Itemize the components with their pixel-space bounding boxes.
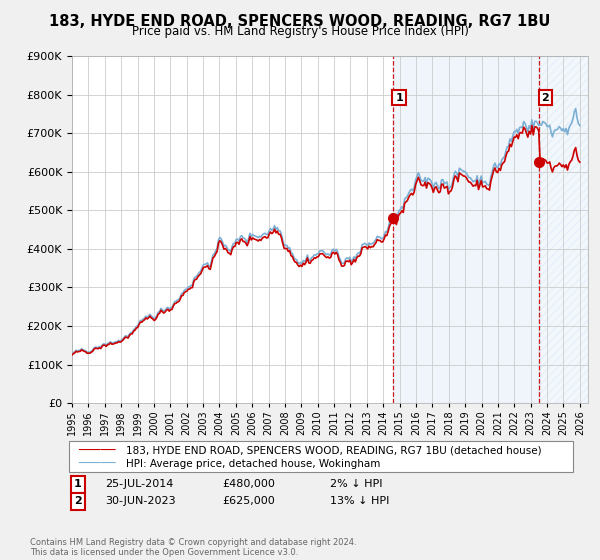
- Text: 30-JUN-2023: 30-JUN-2023: [105, 496, 176, 506]
- Text: ─────: ─────: [78, 444, 115, 458]
- Bar: [393, 56, 539, 403]
- Text: 2: 2: [541, 92, 549, 102]
- Text: HPI: Average price, detached house, Wokingham: HPI: Average price, detached house, Woki…: [126, 459, 380, 469]
- Text: 2% ↓ HPI: 2% ↓ HPI: [330, 479, 383, 489]
- Text: Contains HM Land Registry data © Crown copyright and database right 2024.
This d: Contains HM Land Registry data © Crown c…: [30, 538, 356, 557]
- Text: 13% ↓ HPI: 13% ↓ HPI: [330, 496, 389, 506]
- Text: 1: 1: [74, 479, 82, 489]
- Text: ─────: ─────: [78, 457, 115, 470]
- Text: ─────: ─────: [78, 457, 115, 470]
- Text: 183, HYDE END ROAD, SPENCERS WOOD, READING, RG7 1BU (detached house): 183, HYDE END ROAD, SPENCERS WOOD, READI…: [126, 446, 542, 456]
- Text: 183, HYDE END ROAD, SPENCERS WOOD, READING, RG7 1BU: 183, HYDE END ROAD, SPENCERS WOOD, READI…: [49, 14, 551, 29]
- Text: 1: 1: [395, 92, 403, 102]
- Bar: [539, 56, 588, 403]
- Text: 25-JUL-2014: 25-JUL-2014: [105, 479, 173, 489]
- Text: £625,000: £625,000: [222, 496, 275, 506]
- Text: Price paid vs. HM Land Registry's House Price Index (HPI): Price paid vs. HM Land Registry's House …: [131, 25, 469, 38]
- Text: £480,000: £480,000: [222, 479, 275, 489]
- Text: HPI: Average price, detached house, Wokingham: HPI: Average price, detached house, Woki…: [126, 459, 380, 469]
- Text: 2: 2: [74, 496, 82, 506]
- Text: ─────: ─────: [78, 444, 115, 458]
- Text: 183, HYDE END ROAD, SPENCERS WOOD, READING, RG7 1BU (detached house): 183, HYDE END ROAD, SPENCERS WOOD, READI…: [126, 446, 542, 456]
